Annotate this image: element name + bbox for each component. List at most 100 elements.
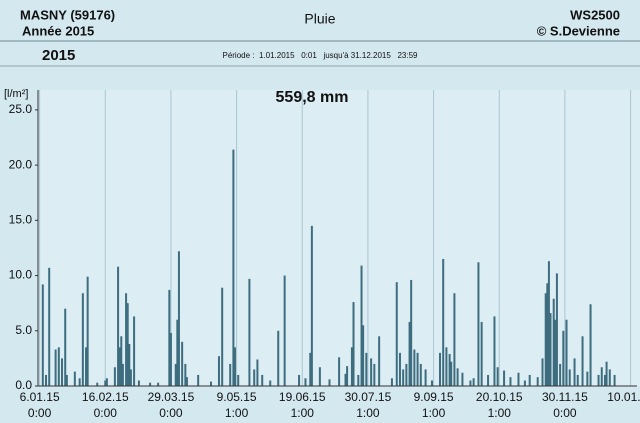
bar [149,382,152,386]
bar [117,266,120,386]
x-tick-label: 16.02.15 [82,390,129,404]
bar [402,369,405,386]
x-tick-time: 0:00 [553,406,577,420]
bar [552,298,555,386]
bar [576,374,579,386]
bar [559,363,562,386]
x-tick-label: 30.11.15 [542,390,588,404]
bar [480,321,483,386]
bar [360,265,363,386]
bar [408,321,411,386]
year: 2015 [42,47,75,64]
total-annotation: 559,8 mm [276,89,349,106]
bar [546,283,549,386]
bar [373,363,376,386]
bar [352,302,355,386]
bar [487,374,490,386]
bar [419,363,422,386]
bar [48,267,51,386]
bar [309,352,312,386]
bar [416,352,419,386]
x-tick-label: 20.10.15 [476,390,523,404]
bar [133,316,136,386]
bar [121,363,124,386]
bar [57,347,60,386]
bar [54,349,57,386]
bar [600,367,603,386]
bar [298,374,301,386]
bar [605,361,608,386]
bar [64,308,67,386]
bar [61,358,64,386]
bar [346,366,349,386]
bar [277,330,280,386]
x-tick-label: 30.07.15 [345,390,392,404]
bar [86,276,89,386]
bar [608,369,611,386]
bar [456,368,459,386]
bar [125,293,128,386]
bar [544,293,547,386]
bar [104,380,107,386]
period: Période : 1.01.2015 0:01 jusqu'à 31.12.2… [222,51,418,60]
x-tick-label: 29.03.15 [148,390,195,404]
bar [181,341,184,386]
bar [493,316,496,386]
y-tick-label: 25.0 [9,102,33,116]
bar [509,377,512,386]
bar [253,369,256,386]
x-tick-time: 1:00 [422,406,446,420]
bar [555,273,558,386]
bar [589,304,592,386]
bar [568,369,571,386]
y-tick-label: 20.0 [9,157,33,171]
bar [378,336,381,386]
bar [424,369,427,386]
bar [390,378,393,386]
bar [503,370,506,386]
bar [128,344,131,386]
bar [565,319,568,386]
bar [168,289,171,386]
bar [176,319,179,386]
bar [395,282,398,386]
bar [365,352,368,386]
bar [269,380,272,386]
bar [472,378,475,386]
y-tick-label: 10.0 [9,268,33,282]
bar [41,284,44,386]
bar [554,319,557,386]
bar [405,363,408,386]
bar [129,369,132,386]
bar [362,325,365,386]
bar [613,374,616,386]
bar [85,347,88,386]
bar [209,381,212,386]
bar [413,349,416,386]
bar [541,358,544,386]
author: © S.Devienne [537,23,620,38]
x-tick-time: 1:00 [488,406,512,420]
bar [304,378,307,386]
bar [573,358,576,386]
bar [197,374,200,386]
bar [453,293,456,386]
bar [398,352,401,386]
bar [248,278,251,386]
bar [221,287,224,386]
bar [536,377,539,386]
year-label: Année 2015 [22,23,94,38]
bar [461,372,464,386]
bar [229,363,232,386]
bar [65,374,68,386]
bar [261,374,264,386]
plot-area [38,90,640,386]
bar [439,352,442,386]
station: MASNY (59176) [20,7,115,22]
bar [562,330,565,386]
x-tick-time: 1:00 [225,406,249,420]
x-tick-time: 0:00 [159,406,183,420]
x-tick-label: 9.05.15 [217,390,257,404]
bar [338,357,341,386]
bar [442,258,445,386]
